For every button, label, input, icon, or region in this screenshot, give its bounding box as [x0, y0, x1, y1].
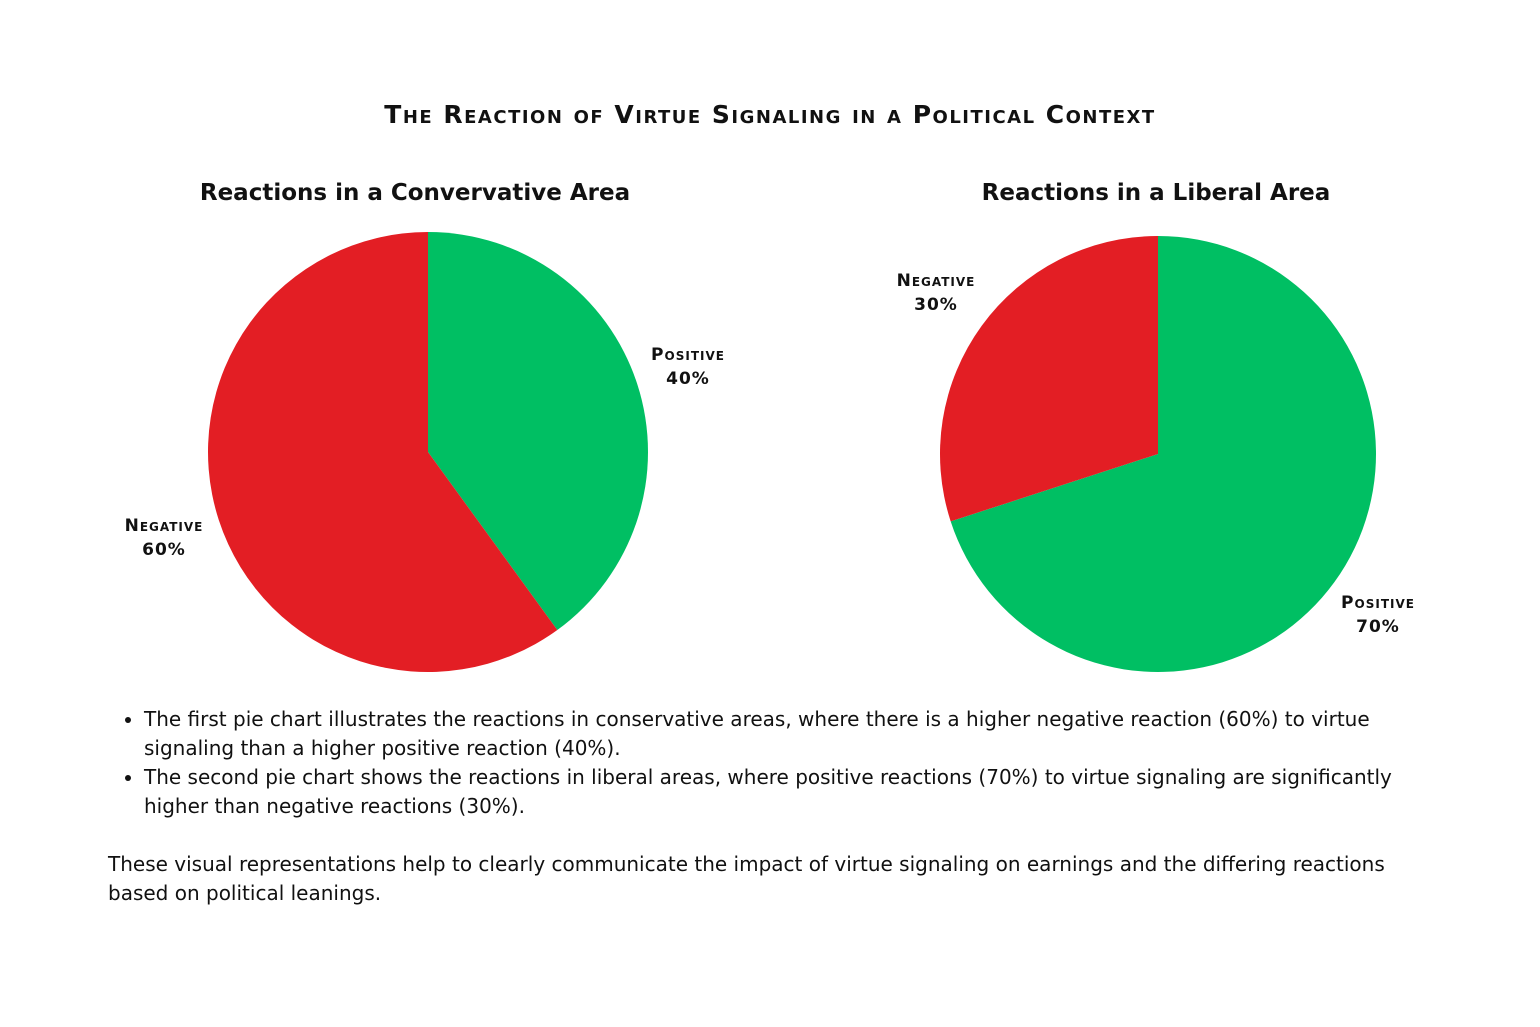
- slice-label-value: 40%: [666, 369, 710, 389]
- bullet-item: The second pie chart shows the reactions…: [144, 763, 1433, 821]
- bullet-list: The first pie chart illustrates the reac…: [108, 705, 1433, 821]
- slice-label-name: Negative: [124, 516, 204, 536]
- pie-chart-liberal: [940, 236, 1376, 672]
- slice-label-value: 70%: [1356, 617, 1400, 637]
- slice-label-negative-liberal: Negative 30%: [886, 269, 986, 317]
- chart-1-title: Reactions in a Convervative Area: [199, 180, 631, 206]
- pie-slice-positive: [950, 236, 1376, 672]
- chart-2-title: Reactions in a Liberal Area: [981, 180, 1331, 206]
- slice-label-positive-conservative: Positive 40%: [638, 343, 738, 391]
- slice-label-name: Negative: [896, 271, 976, 291]
- slice-label-value: 60%: [142, 540, 186, 560]
- slice-label-name: Positive: [651, 345, 725, 365]
- pie-slice-negative: [940, 236, 1158, 522]
- slice-label-value: 30%: [914, 295, 958, 315]
- slice-label-name: Positive: [1341, 593, 1415, 613]
- bullet-item: The first pie chart illustrates the reac…: [144, 705, 1433, 763]
- slice-label-negative-conservative: Negative 60%: [114, 514, 214, 562]
- slice-label-positive-liberal: Positive 70%: [1328, 591, 1428, 639]
- page-title: The Reaction of Virtue Signaling in a Po…: [384, 100, 1156, 129]
- conclusion-text: These visual representations help to cle…: [108, 852, 1385, 905]
- notes-section: The first pie chart illustrates the reac…: [108, 705, 1433, 908]
- pie-slice-positive: [428, 232, 648, 630]
- pie-slice-negative: [207, 232, 558, 672]
- pie-chart-conservative: [207, 232, 648, 672]
